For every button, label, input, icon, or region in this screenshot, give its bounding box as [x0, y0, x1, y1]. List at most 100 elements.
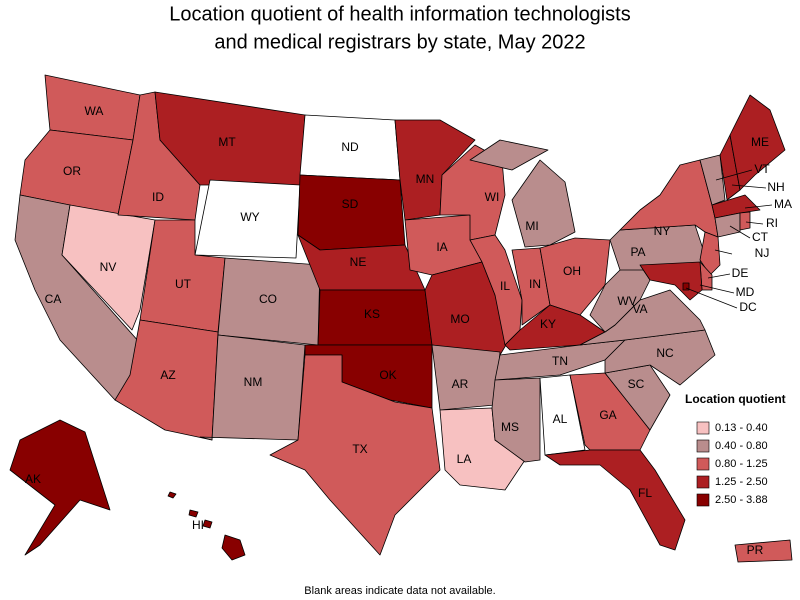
legend-swatch: [696, 457, 710, 471]
state-label: FL: [638, 486, 652, 500]
state-shape: [504, 304, 606, 351]
state-label: SD: [342, 197, 359, 211]
state-label: KS: [364, 307, 380, 321]
state-shape: [604, 329, 716, 386]
state-shape: [729, 94, 786, 191]
state-shape: [544, 449, 686, 551]
state-label: ND: [341, 140, 359, 154]
state-label: SC: [628, 377, 645, 391]
state-label: WY: [240, 210, 259, 224]
state-shape: [511, 159, 576, 248]
state-label: LA: [457, 452, 472, 466]
state-label: IA: [436, 240, 447, 254]
leader-line: [731, 184, 767, 189]
state-label: VT: [754, 162, 770, 176]
state-label: MA: [774, 197, 792, 211]
state-label: IN: [529, 277, 541, 291]
state-label: PA: [630, 245, 645, 259]
state-label: WI: [485, 190, 500, 204]
leader-line: [685, 287, 738, 309]
state-labels: WA OR CA NV ID MT WY UT CO AZ NM ND SD NE KS OK TX MN IA MO…: [25, 104, 792, 557]
legend-title: Location quotient: [685, 392, 786, 406]
state-shape: [539, 374, 586, 456]
state-label: OK: [379, 368, 396, 382]
leader-line: [729, 225, 751, 239]
title-line: Location quotient of health information …: [169, 3, 630, 25]
state-shape: [61, 204, 156, 331]
state-label: IL: [500, 279, 510, 293]
state-label: GA: [599, 408, 616, 422]
state-label: WA: [85, 104, 104, 118]
state-shape: [269, 354, 441, 556]
state-label: DE: [732, 266, 749, 280]
legend-label: 0.80 - 1.25: [715, 458, 768, 470]
state-shape: [699, 231, 721, 276]
legend: Location quotient 0.13 - 0.40 0.40 - 0.80…: [685, 392, 786, 507]
state-shape: [699, 154, 726, 206]
state-shape: [297, 174, 406, 251]
state-label: AL: [553, 412, 568, 426]
state-shape: [221, 534, 246, 561]
state-label: MT: [218, 135, 236, 149]
state-label: ME: [751, 135, 769, 149]
state-label: MO: [450, 312, 469, 326]
state-shape: [639, 261, 703, 301]
state-label: CA: [45, 292, 62, 306]
state-shape: [734, 539, 793, 563]
state-label: MN: [416, 172, 435, 186]
state-label: MS: [501, 420, 519, 434]
leader-line: [714, 249, 733, 255]
state-shape: [194, 179, 301, 259]
state-label: NC: [656, 346, 674, 360]
state-label: HI: [192, 518, 204, 532]
state-label: ID: [152, 190, 164, 204]
state-shape: [188, 509, 199, 518]
legend-swatch: [696, 421, 710, 435]
state-label: NJ: [755, 246, 770, 260]
state-label: NM: [244, 375, 263, 389]
leader-line: [699, 284, 735, 294]
legend-swatch: [696, 475, 710, 489]
state-label: AZ: [160, 368, 175, 382]
state-label: MD: [736, 285, 755, 299]
state-label: CT: [752, 230, 769, 244]
footnote: Blank areas indicate data not available.: [304, 585, 495, 597]
state-label: PR: [747, 543, 764, 557]
state-label: KY: [540, 317, 556, 331]
state-label: VA: [632, 302, 647, 316]
state-shape: [202, 519, 213, 529]
state-shape: [739, 211, 751, 231]
legend-swatch: [696, 493, 710, 507]
title-line: and medical registrars by state, May 202…: [214, 31, 585, 53]
leader-line: [715, 169, 753, 181]
legend-label: 0.13 - 0.40: [715, 422, 768, 434]
state-shape: [469, 139, 549, 171]
state-label: WV: [617, 294, 636, 308]
state-label: RI: [766, 216, 778, 230]
state-label: DC: [739, 300, 757, 314]
legend-label: 2.50 - 3.88: [715, 494, 768, 506]
legend-swatch: [696, 439, 710, 453]
leader-line: [744, 204, 773, 209]
state-label: AR: [452, 377, 469, 391]
leader-line: [745, 221, 764, 225]
state-label: NH: [767, 180, 784, 194]
state-label: TX: [352, 442, 367, 456]
state-label: AK: [25, 472, 41, 486]
states: [9, 74, 793, 563]
state-shape: [9, 419, 111, 556]
state-label: OH: [563, 264, 581, 278]
state-shape: [511, 247, 551, 326]
state-label: TN: [552, 354, 568, 368]
state-label: OR: [63, 164, 81, 178]
leader-lines: [685, 169, 773, 309]
state-label: CO: [259, 292, 277, 306]
state-shape: [711, 194, 761, 219]
state-shape: [114, 319, 219, 441]
legend-label: 0.40 - 0.80: [715, 440, 768, 452]
state-label: UT: [175, 277, 192, 291]
state-label: NV: [100, 260, 117, 274]
legend-label: 1.25 - 2.50: [715, 476, 768, 488]
state-label: NE: [350, 255, 367, 269]
